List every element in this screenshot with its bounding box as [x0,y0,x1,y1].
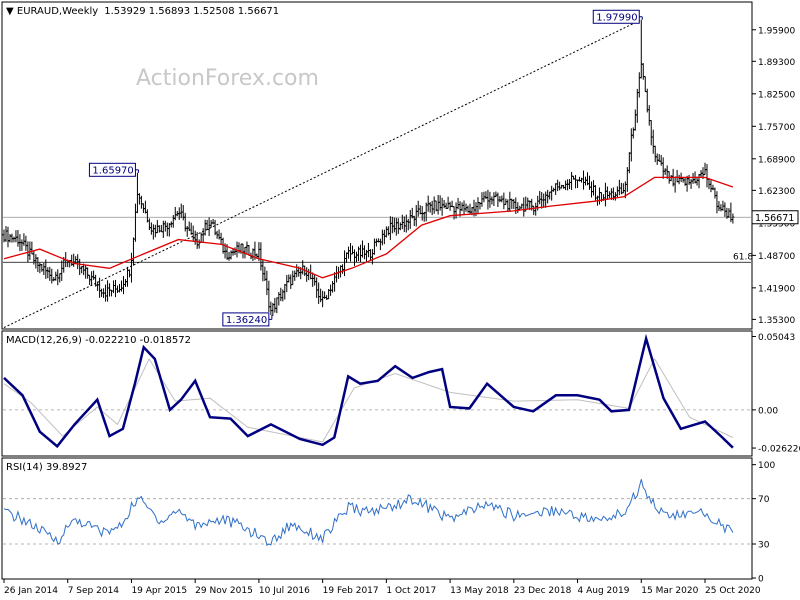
x-tick-label: 15 Mar 2020 [641,586,698,596]
rsi-line [3,479,734,546]
price-panel-frame [1,1,753,330]
x-tick-label: 26 Jan 2014 [4,586,58,596]
macd-panel-frame [1,330,753,457]
rsi-layer [3,479,751,546]
y-tick-label: 1.55500 [758,219,795,229]
annotation-label: 1.97990 [596,12,637,23]
fib-618-label: 61.8 [733,252,753,262]
x-tick-label: 23 Dec 2018 [514,586,572,596]
x-tick-label: 4 Aug 2019 [578,586,630,596]
y-tick-label: 1.41900 [758,284,795,294]
annotation-box [592,9,640,24]
macd-label: MACD(12,26,9) -0.022210 -0.018572 [6,335,191,346]
x-tick-label: 1 Oct 2017 [386,586,436,596]
x-tick-label: 19 Feb 2017 [323,586,379,596]
price-bar [731,213,735,224]
y-tick-label: 1.48700 [758,252,795,262]
axis-layer: 1.95900 1.89300 1.82500 1.75700 1.68900 1.623… [3,26,800,596]
x-tick-label: 13 May 2018 [450,586,509,596]
last-price-label: 1.56671 [755,213,794,224]
x-tick-label: 29 Nov 2015 [195,586,253,596]
rsi-label: RSI(14) 39.8927 [6,462,87,473]
moving-average-line [3,176,734,279]
macd-layer [3,333,751,449]
y-tick-label: 1.62300 [758,187,795,197]
y-tick-label: 1.75700 [758,123,795,133]
macd-tick-label: -0.026226 [758,445,800,455]
annotation-box [222,312,270,327]
y-tick-label: 1.89300 [758,58,795,68]
x-tick-label: 19 Apr 2015 [131,586,187,596]
x-tick-label: 7 Sep 2014 [68,586,120,596]
y-tick-label: 1.82500 [758,90,795,100]
watermark: ActionForex.com [136,66,319,91]
macd-line [3,333,734,449]
annotation-label: 1.65970 [92,165,133,176]
rsi-tick-label: 70 [758,495,770,505]
x-tick-label: 25 Oct 2020 [705,586,761,596]
rsi-panel-frame [1,457,753,580]
annotation-box [88,162,136,177]
last-price-badge [751,210,799,225]
y-tick-label: 1.68900 [758,155,795,165]
rsi-tick-label: 100 [758,461,775,471]
chart-title-icon: ▼ [6,6,17,17]
macd-tick-label: 0.05043 [758,333,795,343]
rsi-tick-label: 30 [758,541,770,551]
chart-ohlc: 1.53929 1.56893 1.52508 1.56671 [104,6,279,17]
y-tick-label: 1.35300 [758,316,795,326]
macd-tick-label: 0.00 [758,406,778,416]
annotation-label: 1.36240 [226,315,267,326]
rsi-tick-label: 0 [758,575,764,585]
x-tick-label: 10 Jul 2016 [259,586,310,596]
chart-symbol: EURAUD,Weekly [17,6,98,17]
price-layer: 61.8 1.65970 1.36240 1.97990 [2,9,753,328]
trendline [3,19,642,328]
y-tick-label: 1.95900 [758,26,795,36]
